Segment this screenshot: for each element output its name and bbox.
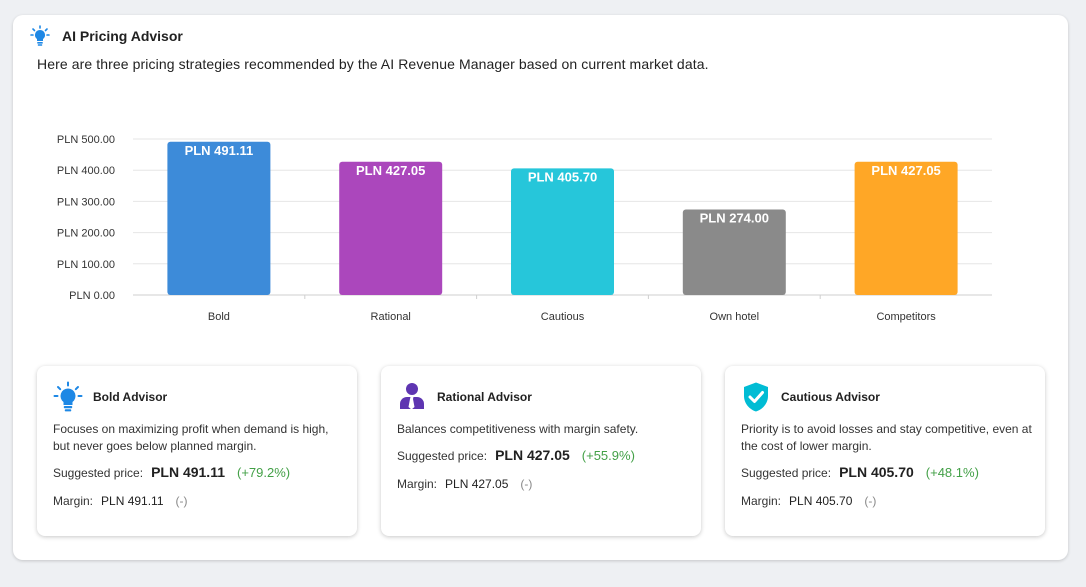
margin-label: Margin:: [741, 494, 782, 508]
margin-value: PLN 405.70: [789, 494, 853, 508]
shield-check-icon: [741, 381, 771, 413]
suggested-price-value: PLN 427.05: [495, 447, 570, 463]
card-header: Rational Advisor: [397, 381, 532, 413]
card-title: Bold Advisor: [93, 390, 168, 404]
margin-row: Margin: PLN 491.11 (-): [53, 494, 188, 508]
margin-change: (-): [520, 477, 533, 491]
suggested-price-label: Suggested price:: [397, 449, 488, 463]
advisor-card-bold: Bold Advisor Focuses on maximizing profi…: [37, 366, 357, 536]
card-title: Rational Advisor: [437, 390, 532, 404]
suggested-price-value: PLN 491.11: [151, 464, 225, 480]
y-tick-label: PLN 100.00: [57, 259, 115, 271]
bar: [682, 209, 786, 295]
margin-label: Margin:: [53, 494, 94, 508]
panel-title: AI Pricing Advisor: [62, 28, 183, 44]
person-tie-icon: [397, 381, 427, 413]
margin-row: Margin: PLN 427.05 (-): [397, 477, 532, 491]
x-tick-label: Competitors: [876, 311, 936, 323]
price-change: (+55.9%): [581, 448, 635, 463]
panel-header: AI Pricing Advisor: [30, 25, 183, 47]
margin-value: PLN 427.05: [445, 477, 509, 491]
price-change: (+79.2%): [237, 465, 291, 480]
card-description: Priority is to avoid losses and stay com…: [741, 422, 1032, 453]
lightbulb-icon: [53, 381, 83, 413]
x-tick-label: Rational: [371, 311, 411, 323]
advisor-card-cautious: Cautious Advisor Priority is to avoid lo…: [725, 366, 1045, 536]
suggested-price-value: PLN 405.70: [839, 464, 914, 480]
y-tick-label: PLN 300.00: [57, 196, 115, 208]
advisor-card-rational: Rational Advisor Balances competitivenes…: [381, 366, 701, 536]
price-change: (+48.1%): [925, 465, 979, 480]
advisor-cards: Bold Advisor Focuses on maximizing profi…: [37, 366, 1045, 536]
card-title: Cautious Advisor: [781, 390, 880, 404]
bar-data-label: PLN 405.70: [528, 169, 597, 184]
margin-row: Margin: PLN 405.70 (-): [741, 494, 876, 508]
suggested-price-row: Suggested price: PLN 491.11 (+79.2%): [53, 464, 290, 480]
y-tick-label: PLN 200.00: [57, 228, 115, 240]
y-tick-label: PLN 400.00: [57, 165, 115, 177]
margin-value: PLN 491.11: [101, 494, 164, 508]
bar: [339, 161, 443, 295]
ai-pricing-advisor-panel: AI Pricing Advisor Here are three pricin…: [13, 15, 1068, 560]
bar: [854, 161, 958, 295]
card-header: Bold Advisor: [53, 381, 167, 413]
bar-data-label: PLN 274.00: [700, 211, 769, 226]
suggested-price-label: Suggested price:: [53, 466, 144, 480]
intro-text: Here are three pricing strategies recomm…: [37, 56, 709, 72]
margin-change: (-): [864, 494, 877, 508]
suggested-price-row: Suggested price: PLN 405.70 (+48.1%): [741, 464, 979, 480]
y-tick-label: PLN 500.00: [57, 134, 115, 146]
bar: [511, 168, 614, 295]
suggested-price-row: Suggested price: PLN 427.05 (+55.9%): [397, 447, 635, 463]
card-header: Cautious Advisor: [741, 381, 880, 413]
card-description: Balances competitiveness with margin saf…: [397, 422, 639, 436]
bar-data-label: PLN 491.11: [185, 143, 254, 158]
pricing-bar-chart: PLN 0.00 PLN 100.00 PLN 200.00 PLN 300.00 PL…: [57, 134, 992, 323]
card-description: Focuses on maximizing profit when demand…: [53, 422, 329, 453]
margin-change: (-): [175, 494, 188, 508]
bar-data-label: PLN 427.05: [356, 163, 425, 178]
margin-label: Margin:: [397, 477, 438, 491]
suggested-price-label: Suggested price:: [741, 466, 832, 480]
x-tick-label: Cautious: [541, 311, 585, 323]
x-tick-label: Own hotel: [710, 311, 760, 323]
bar: [167, 141, 271, 295]
bar-data-label: PLN 427.05: [871, 163, 940, 178]
y-tick-label: PLN 0.00: [69, 290, 115, 302]
lightbulb-icon: [30, 25, 50, 47]
x-tick-label: Bold: [208, 311, 230, 323]
